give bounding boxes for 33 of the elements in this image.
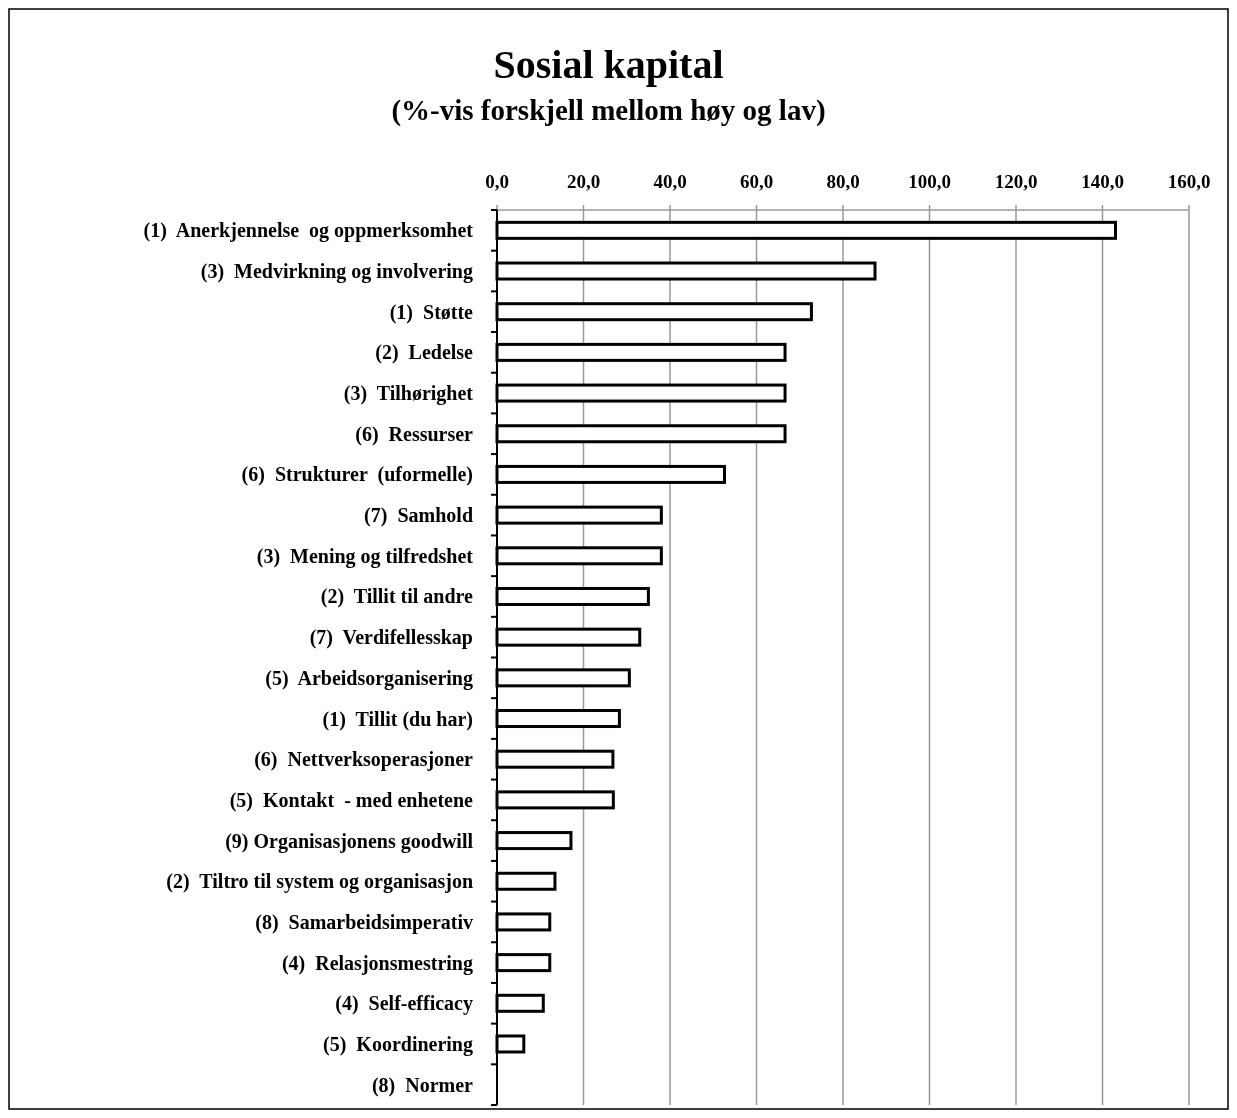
y-tick-label: (5) Arbeidsorganisering xyxy=(265,666,473,690)
y-tick-label: (4) Relasjonsmestring xyxy=(281,951,473,975)
y-tick-label: (1) Anerkjennelse og oppmerksomhet xyxy=(143,219,474,243)
y-tick-label: (6) Strukturer (uformelle) xyxy=(241,463,473,487)
y-tick-label: (1) Støtte xyxy=(389,300,474,324)
y-tick-label: (3) Medvirkning og involvering xyxy=(200,260,473,284)
y-tick-label: (6) Ressurser xyxy=(355,422,474,446)
x-tick-label: 0,0 xyxy=(485,171,509,192)
y-tick-label: (6) Nettverksoperasjoner xyxy=(254,748,474,772)
y-tick-label: (7) Verdifellesskap xyxy=(309,626,473,650)
y-tick-label: (7) Samhold xyxy=(364,504,473,528)
chart-title: Sosial kapital xyxy=(493,42,724,87)
y-tick-label: (1) Tillit (du har) xyxy=(322,707,473,731)
y-tick-label: (4) Self-efficacy xyxy=(335,992,473,1016)
y-tick-label: (3) Mening og tilfredshet xyxy=(256,544,474,568)
x-tick-label: 80,0 xyxy=(826,171,860,192)
y-tick-label: (5) Kontakt - med enhetene xyxy=(229,788,474,812)
y-tick-label: (9) Organisasjonens goodwill xyxy=(225,829,474,853)
y-tick-label: (8) Samarbeidsimperativ xyxy=(255,910,473,934)
x-tick-label: 20,0 xyxy=(566,171,601,192)
x-tick-label: 60,0 xyxy=(739,171,774,192)
x-tick-label: 40,0 xyxy=(653,171,687,192)
y-tick-label: (5) Koordinering xyxy=(323,1032,473,1056)
y-tick-label: (3) Tilhørighet xyxy=(343,382,474,406)
y-tick-label: (2) Ledelse xyxy=(375,341,474,365)
y-tick-label: (2) Tiltro til system og organisasjon xyxy=(166,870,473,894)
y-tick-label: (2) Tillit til andre xyxy=(320,585,474,609)
x-tick-label: 100,0 xyxy=(908,171,951,192)
x-tick-label: 140,0 xyxy=(1081,171,1124,192)
chart-subtitle: (%-vis forskjell mellom høy og lav) xyxy=(391,94,826,127)
x-tick-label: 120,0 xyxy=(994,171,1038,192)
x-tick-label: 160,0 xyxy=(1167,171,1211,192)
y-tick-label: (8) Normer xyxy=(371,1073,474,1097)
